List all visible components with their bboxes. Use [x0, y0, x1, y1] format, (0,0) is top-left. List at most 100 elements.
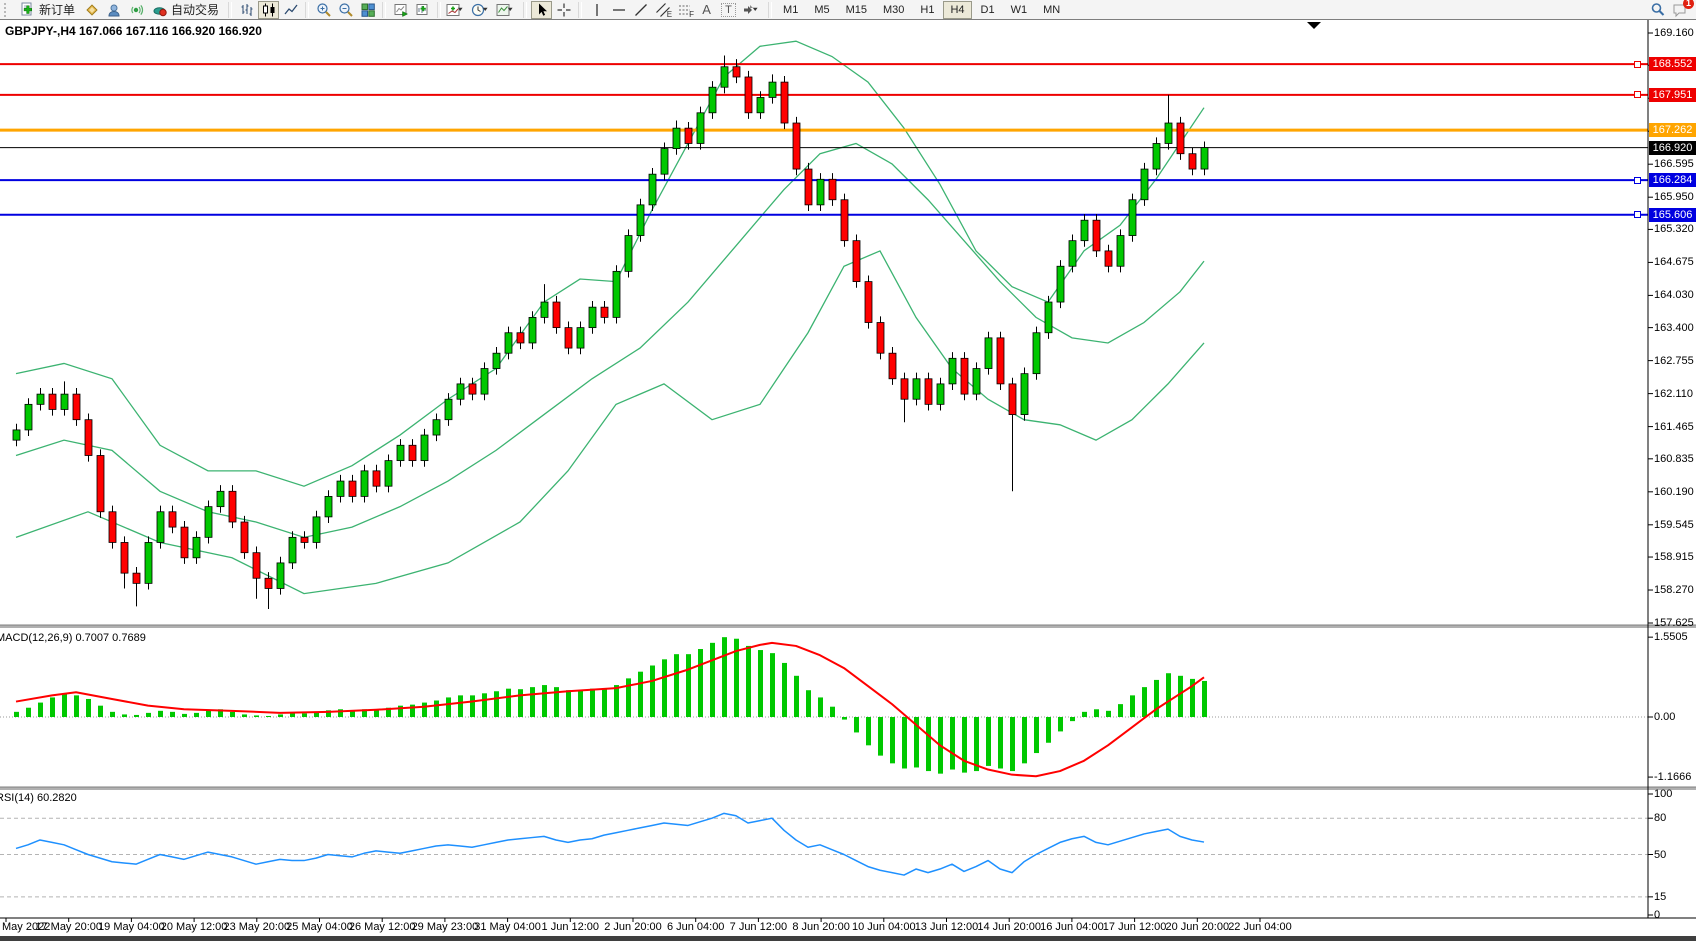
candle-body: [492, 352, 501, 369]
candlestick-chart-icon[interactable]: [258, 0, 280, 19]
indicators-icon[interactable]: [445, 1, 469, 19]
candle-body: [696, 112, 705, 144]
new-order-icon: [21, 2, 33, 15]
search-icon[interactable]: [1647, 1, 1668, 19]
tile-windows-icon[interactable]: [357, 1, 378, 19]
timeframe-button-M15[interactable]: M15: [845, 3, 867, 16]
timeframe-button-MN[interactable]: MN: [1043, 3, 1061, 16]
candle-body: [612, 270, 621, 318]
bollinger-upper-band: [15, 40, 1205, 487]
macd-histogram-bar: [770, 653, 775, 717]
new-chart-icon[interactable]: [412, 1, 433, 19]
macd-histogram-bar: [110, 711, 115, 717]
shift-marker-triangle: [1307, 22, 1321, 29]
profiles-icon[interactable]: [390, 1, 411, 19]
macd-label: MACD(12,26,9) 0.7007 0.7689: [0, 632, 146, 644]
macd-histogram-bar: [506, 688, 511, 717]
macd-histogram-bar: [830, 706, 835, 717]
timeframe-button-M30[interactable]: M30: [883, 3, 905, 16]
timeframe-button-M1[interactable]: M1: [783, 3, 799, 16]
macd-axis-label: -1.1666: [1654, 771, 1692, 784]
timeframe-button-D1[interactable]: D1: [980, 3, 995, 16]
candle-body: [192, 536, 201, 559]
level-line-handle[interactable]: [1634, 211, 1641, 219]
candle-body: [216, 490, 225, 508]
timeframe-button-M5[interactable]: M5: [814, 3, 830, 16]
candle-body: [1008, 383, 1017, 415]
candle-body: [1020, 373, 1029, 415]
macd-histogram-bar: [674, 654, 679, 717]
market-watch-icon[interactable]: [81, 1, 102, 19]
autotrading-button[interactable]: 自动交易: [147, 1, 224, 19]
level-line-handle[interactable]: [1634, 176, 1641, 184]
macd-histogram-bar: [722, 637, 727, 717]
macd-histogram-bar: [998, 717, 1003, 769]
level-line-handle[interactable]: [1634, 91, 1641, 99]
toolbar-separator: [437, 1, 442, 18]
price-tick-label: 163.400: [1654, 321, 1694, 334]
time-axis-label: 8 Jun 20:00: [792, 921, 850, 933]
level-line-handle[interactable]: [1634, 60, 1641, 68]
price-tick-label: 166.595: [1654, 158, 1694, 171]
periods-clock-icon[interactable]: [470, 1, 494, 19]
line-chart-icon[interactable]: [280, 1, 301, 19]
candle-body: [372, 470, 381, 487]
horizontal-line-icon[interactable]: [608, 1, 629, 19]
candle-body: [1068, 240, 1077, 267]
toolbar-separator: [578, 1, 583, 18]
arrows-icon[interactable]: [740, 1, 764, 19]
candle-body: [240, 521, 249, 554]
bar-chart-icon[interactable]: [236, 1, 257, 19]
chart-canvas[interactable]: [0, 20, 1696, 941]
candle-body: [804, 168, 813, 206]
macd-histogram-bar: [794, 675, 799, 717]
vertical-line-icon[interactable]: [586, 1, 607, 19]
new-order-button[interactable]: 新订单: [15, 1, 80, 19]
macd-histogram-bar: [242, 714, 247, 717]
time-axis-label: 26 May 12:00: [348, 921, 416, 933]
trendline-icon[interactable]: [630, 1, 651, 19]
time-axis-label: 6 Jun 04:00: [666, 921, 725, 933]
chart-window[interactable]: GBPJPY-,H4 167.066 167.116 166.920 166.9…: [0, 20, 1696, 941]
news-audio-icon[interactable]: [125, 1, 146, 19]
rsi-label: RSI(14) 60.2820: [0, 792, 77, 804]
timeframe-button-W1[interactable]: W1: [1010, 3, 1028, 16]
macd-histogram-bar: [650, 665, 655, 717]
candle-body: [1200, 147, 1209, 170]
candle-body: [600, 306, 609, 318]
macd-histogram-bar: [194, 712, 199, 717]
cursor-icon[interactable]: [531, 0, 553, 19]
fibonacci-icon[interactable]: F: [674, 1, 695, 19]
timeframe-group: M1 M5 M15 M30 H1 H4 D1 W1 MN: [776, 0, 1067, 19]
label-icon[interactable]: T: [718, 1, 739, 19]
rsi-axis-label: 100: [1654, 788, 1673, 800]
macd-histogram-bar: [542, 685, 547, 717]
zoom-out-icon[interactable]: [335, 1, 356, 19]
candle-body: [360, 470, 369, 497]
candle-body: [432, 419, 441, 436]
macd-histogram-bar: [914, 717, 919, 768]
price-badge-165.606: 165.606: [1649, 207, 1696, 222]
window-grip[interactable]: [4, 2, 12, 17]
community-icon[interactable]: [103, 1, 124, 19]
text-icon[interactable]: A: [696, 1, 717, 19]
macd-histogram-bar: [614, 685, 619, 717]
candle-body: [648, 173, 657, 206]
timeframe-button-H1[interactable]: H1: [920, 3, 935, 16]
macd-histogram-bar: [1178, 675, 1183, 717]
price-tick-label: 164.675: [1654, 256, 1694, 269]
price-tick-label: 160.190: [1654, 485, 1694, 498]
crosshair-icon[interactable]: [553, 1, 574, 19]
macd-histogram-bar: [470, 695, 475, 717]
templates-icon[interactable]: [495, 1, 519, 19]
candle-body: [1044, 301, 1053, 334]
toolbar: 新订单 自动交易: [0, 0, 1696, 20]
timeframe-button-H4[interactable]: H4: [943, 0, 972, 19]
autotrading-icon: [153, 6, 167, 16]
price-tick-label: 161.465: [1654, 420, 1694, 433]
macd-histogram-bar: [170, 711, 175, 717]
candle-body: [48, 393, 57, 410]
equidistant-channel-icon[interactable]: E: [652, 1, 673, 19]
zoom-in-icon[interactable]: [313, 1, 334, 19]
chat-icon[interactable]: 1: [1669, 0, 1694, 19]
